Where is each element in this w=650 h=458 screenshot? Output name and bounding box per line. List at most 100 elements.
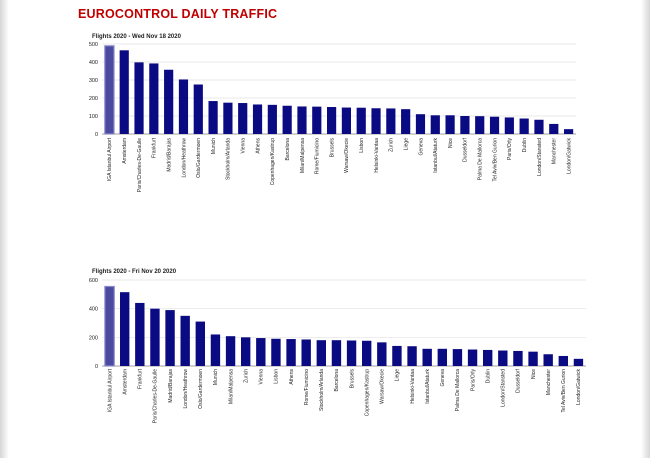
x-tick-label: Manchester: [552, 138, 558, 164]
bar-4: [149, 63, 159, 134]
x-tick-label: Amsterdam: [122, 369, 128, 395]
bar-18: [356, 107, 366, 134]
bar-5: [164, 69, 174, 134]
bar-10: [240, 337, 251, 366]
chart-title: Flights 2020 - Fri Nov 20 2020: [92, 269, 177, 275]
bar-27: [498, 350, 508, 366]
x-tick-label: Dusseldorf: [463, 137, 469, 162]
bar-3: [134, 62, 144, 134]
bar-28: [504, 117, 514, 134]
x-tick-label: Istanbul/Ataturk: [425, 369, 431, 404]
bar-7: [193, 84, 203, 134]
bar-23: [430, 115, 440, 134]
y-tick-label: 400: [89, 307, 98, 313]
bar-1: [104, 45, 115, 135]
x-tick-label: Frankfurt: [138, 368, 144, 389]
x-tick-label: Dusseldorf: [516, 368, 522, 393]
bar-18: [361, 340, 372, 366]
x-tick-label: Paris/Orly: [507, 138, 513, 160]
x-tick-label: Liege: [403, 138, 409, 150]
bar-1: [104, 285, 115, 367]
x-tick-label: London/Gatwick: [576, 369, 582, 405]
x-tick-label: Brussels: [349, 369, 355, 389]
bar-24: [452, 349, 463, 366]
bar-20: [386, 108, 396, 134]
x-tick-label: Amsterdam: [122, 138, 128, 164]
bar-16: [331, 340, 342, 366]
bar-8: [208, 101, 218, 134]
x-tick-label: Vienna: [241, 138, 247, 154]
x-tick-label: Stockholm/Arlanda: [319, 369, 325, 411]
chart-nov-18: Flights 2020 - Wed Nov 18 2020 0 100 200 300…: [89, 34, 576, 192]
bar-6: [180, 315, 190, 366]
x-tick-label: Geneva: [440, 369, 446, 387]
x-tick-label: Istanbul/Ataturk: [433, 138, 439, 173]
y-tick-label: 0: [95, 132, 98, 138]
bar-21: [401, 109, 411, 134]
x-tick-label: Copenhagen/Kastrup: [364, 369, 370, 416]
x-tick-label: Palma De Mallorca: [455, 369, 461, 411]
x-tick-label: London/Gatwick: [566, 138, 572, 174]
bar-28: [513, 350, 523, 366]
bar-29: [528, 351, 538, 366]
x-tick-label: Liege: [395, 369, 401, 381]
bar-11: [256, 338, 266, 366]
x-tick-label: Dublin: [522, 138, 528, 152]
x-tick-label: Vienna: [259, 369, 265, 385]
x-tick-label: Milan/Malpensa: [300, 138, 306, 173]
bar-27: [489, 116, 500, 134]
bar-4: [150, 308, 160, 366]
bar-5: [165, 310, 175, 366]
x-tick-label: Lisbon: [274, 369, 280, 384]
bar-26: [482, 349, 493, 366]
bar-15: [312, 106, 322, 134]
bar-3: [135, 302, 145, 366]
x-tick-label: Palma De Mallorca: [478, 138, 484, 180]
x-tick-label: Nice: [531, 369, 537, 379]
bar-25: [460, 116, 470, 134]
bar-2: [119, 50, 129, 134]
y-tick-label: 100: [89, 114, 98, 120]
bar-13: [282, 105, 292, 134]
x-tick-label: Zurich: [243, 369, 249, 383]
x-tick-label: Rome/Fiumicino: [315, 138, 321, 174]
x-tick-label: London/Heathrow: [183, 369, 189, 409]
x-tick-label: London/Stansted: [537, 138, 543, 176]
x-tick-label: Frankfurt: [152, 137, 158, 158]
x-tick-label: Brussels: [329, 138, 335, 158]
bar-11: [252, 104, 263, 134]
page-edge-right-shadow: [641, 0, 650, 458]
bar-6: [178, 79, 189, 134]
bar-25: [467, 349, 478, 366]
bar-19: [377, 342, 387, 366]
x-tick-label: Milan/Malpensa: [228, 369, 234, 404]
x-tick-label: Tel Aviv/Ben Gurion: [492, 138, 498, 182]
y-tick-label: 500: [89, 42, 98, 48]
bar-30: [543, 354, 553, 366]
bar-22: [415, 114, 426, 134]
x-tick-label: Tel Aviv/Ben Gurion: [561, 369, 567, 413]
x-tick-label: Nice: [448, 138, 454, 148]
x-tick-label: Warsaw/Okecie: [380, 369, 386, 404]
bar-9: [225, 336, 236, 366]
bar-23: [437, 348, 448, 366]
bar-12: [267, 104, 277, 134]
bar-15: [316, 340, 327, 366]
y-tick-label: 400: [89, 60, 98, 66]
x-tick-label: IGA Istanbul Airport: [107, 368, 113, 412]
bar-29: [519, 118, 529, 134]
page-edge-left-shadow: [0, 0, 9, 458]
x-tick-label: Dublin: [485, 369, 491, 383]
x-tick-label: Munich: [211, 138, 217, 154]
x-tick-label: Athens: [289, 369, 295, 385]
x-tick-label: Oslo/Gardermoen: [196, 138, 202, 178]
bar-20: [392, 345, 402, 366]
x-tick-label: Rome/Fiumicino: [304, 369, 310, 405]
x-tick-label: Madrid/Barajas: [168, 369, 174, 403]
x-tick-label: Manchester: [546, 369, 552, 395]
y-tick-label: 200: [89, 96, 98, 102]
x-tick-label: Paris/Charles-De-Gaulle: [153, 369, 159, 423]
bar-7: [195, 321, 206, 366]
x-tick-label: Helsinki-Vantaa: [374, 138, 380, 173]
